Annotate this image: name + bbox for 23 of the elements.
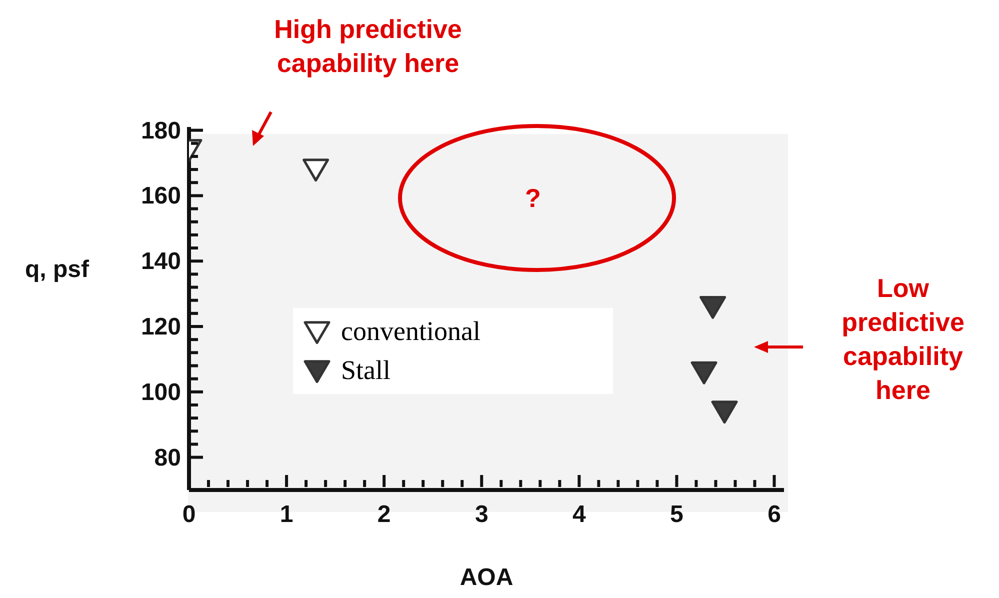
y-tick-label: 140: [140, 248, 181, 276]
x-tick-label: 5: [670, 501, 684, 528]
x-tick-label: 0: [182, 501, 196, 528]
y-tick-label: 180: [140, 117, 181, 144]
y-axis-title: q, psf: [25, 256, 90, 284]
y-tick-label: 120: [140, 313, 181, 340]
x-tick-label: 2: [377, 501, 391, 528]
x-tick-label: 4: [572, 501, 586, 528]
legend-label: Stall: [341, 355, 391, 386]
point: [690, 361, 718, 384]
point: [711, 400, 738, 424]
text: Low predictive capability here: [840, 272, 966, 407]
y-tick-label: 160: [140, 182, 181, 210]
x-axis-title: AOA: [460, 564, 514, 592]
point: [700, 296, 726, 319]
x-tick-label: 6: [768, 501, 781, 528]
x-tick-label: 3: [474, 501, 488, 528]
text: High predictive capability here: [273, 13, 463, 80]
y-tick-label: 80: [154, 444, 181, 472]
legend-label: conventional: [341, 316, 480, 347]
x-tick-label: 1: [280, 501, 294, 528]
y-tick-label: 100: [140, 378, 181, 406]
annotation: ?: [524, 182, 542, 215]
